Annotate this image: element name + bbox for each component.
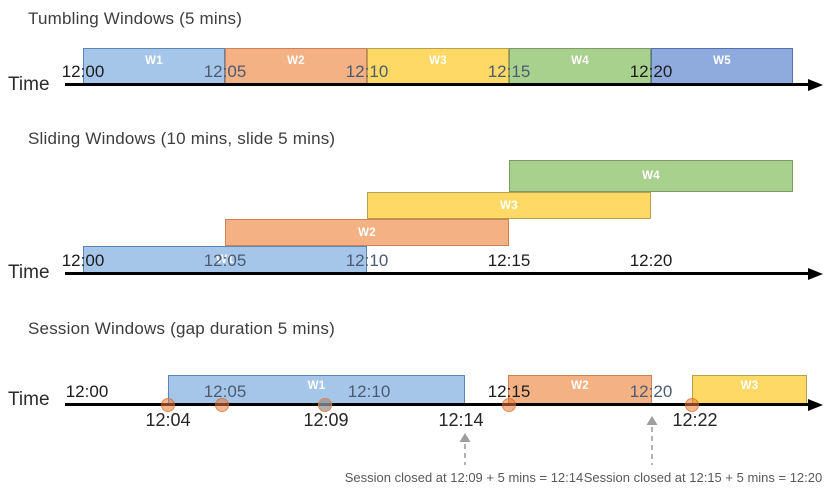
- event-time-label: 12:22: [672, 410, 718, 430]
- session-window-w3: W3: [692, 375, 807, 404]
- tick-label: 12:20: [629, 251, 673, 270]
- tick-label: 12:05: [203, 251, 247, 270]
- sliding-window-w1: W1: [83, 246, 367, 273]
- window-label: W1: [145, 55, 163, 67]
- session-time-axis-label: Time: [8, 389, 50, 410]
- tumbling-axis-arrowhead-icon: [808, 78, 823, 91]
- tumbling-time-axis: [65, 83, 808, 86]
- session-axis-arrowhead-icon: [808, 398, 823, 411]
- tick-label: 12:15: [487, 62, 531, 81]
- event-time-label: 12:04: [145, 410, 191, 430]
- event-time-label: 12:09: [303, 410, 349, 430]
- tumbling-window-w5: W5: [651, 48, 793, 84]
- window-label: W3: [500, 199, 518, 212]
- tick-label: 12:05: [203, 62, 247, 81]
- session-title: Session Windows (gap duration 5 mins): [28, 319, 335, 338]
- tick-label: 12:20: [629, 62, 673, 81]
- tick-label: 12:15: [487, 251, 531, 270]
- window-label: W2: [358, 226, 376, 239]
- session-time-axis: [65, 403, 808, 406]
- window-label: W2: [571, 380, 589, 392]
- tick-label: 12:05: [203, 382, 247, 401]
- event-dot: [215, 397, 229, 412]
- tick-label: 12:15: [487, 382, 531, 401]
- window-label: W4: [642, 170, 660, 182]
- tick-label: 12:10: [347, 382, 391, 401]
- window-label: W3: [429, 55, 447, 67]
- event-dot: [502, 397, 516, 412]
- sliding-window-w4: W4: [509, 160, 793, 192]
- tick-label: 12:20: [629, 382, 673, 401]
- tick-label: 12:00: [61, 251, 105, 270]
- window-label: W4: [571, 55, 589, 67]
- window-label: W2: [287, 55, 305, 67]
- window-label: W1: [216, 253, 234, 266]
- sliding-time-axis: [65, 272, 808, 275]
- event-dot: [161, 397, 175, 412]
- sliding-axis-arrowhead-icon: [808, 267, 823, 280]
- window-label: W3: [740, 380, 759, 392]
- tick-label: 12:00: [65, 382, 109, 401]
- tumbling-title: Tumbling Windows (5 mins): [28, 9, 243, 28]
- event-time-label: 12:14: [438, 410, 484, 430]
- tumbling-time-axis-label: Time: [8, 74, 50, 95]
- session-close-annotation: Session closed at 12:09 + 5 mins = 12:14: [344, 470, 584, 485]
- sliding-time-axis-label: Time: [8, 262, 50, 283]
- sliding-window-w2: W2: [225, 219, 509, 246]
- event-dot: [318, 397, 332, 412]
- sliding-window-w3: W3: [367, 192, 651, 219]
- tumbling-window-w2: W2: [225, 48, 367, 84]
- session-window-w2: W2: [508, 375, 652, 404]
- event-dot: [685, 397, 699, 412]
- tumbling-window-w4: W4: [509, 48, 651, 84]
- tick-label: 12:10: [345, 62, 389, 81]
- tick-label: 12:00: [61, 62, 105, 81]
- window-label: W1: [307, 380, 326, 392]
- dashed-up-arrow-icon: [459, 433, 471, 465]
- dashed-up-arrow-icon: [646, 416, 658, 465]
- sliding-title: Sliding Windows (10 mins, slide 5 mins): [28, 129, 336, 148]
- tick-label: 12:10: [345, 251, 389, 270]
- window-label: W5: [713, 55, 731, 67]
- session-close-annotation: Session closed at 12:15 + 5 mins = 12:20: [583, 470, 823, 485]
